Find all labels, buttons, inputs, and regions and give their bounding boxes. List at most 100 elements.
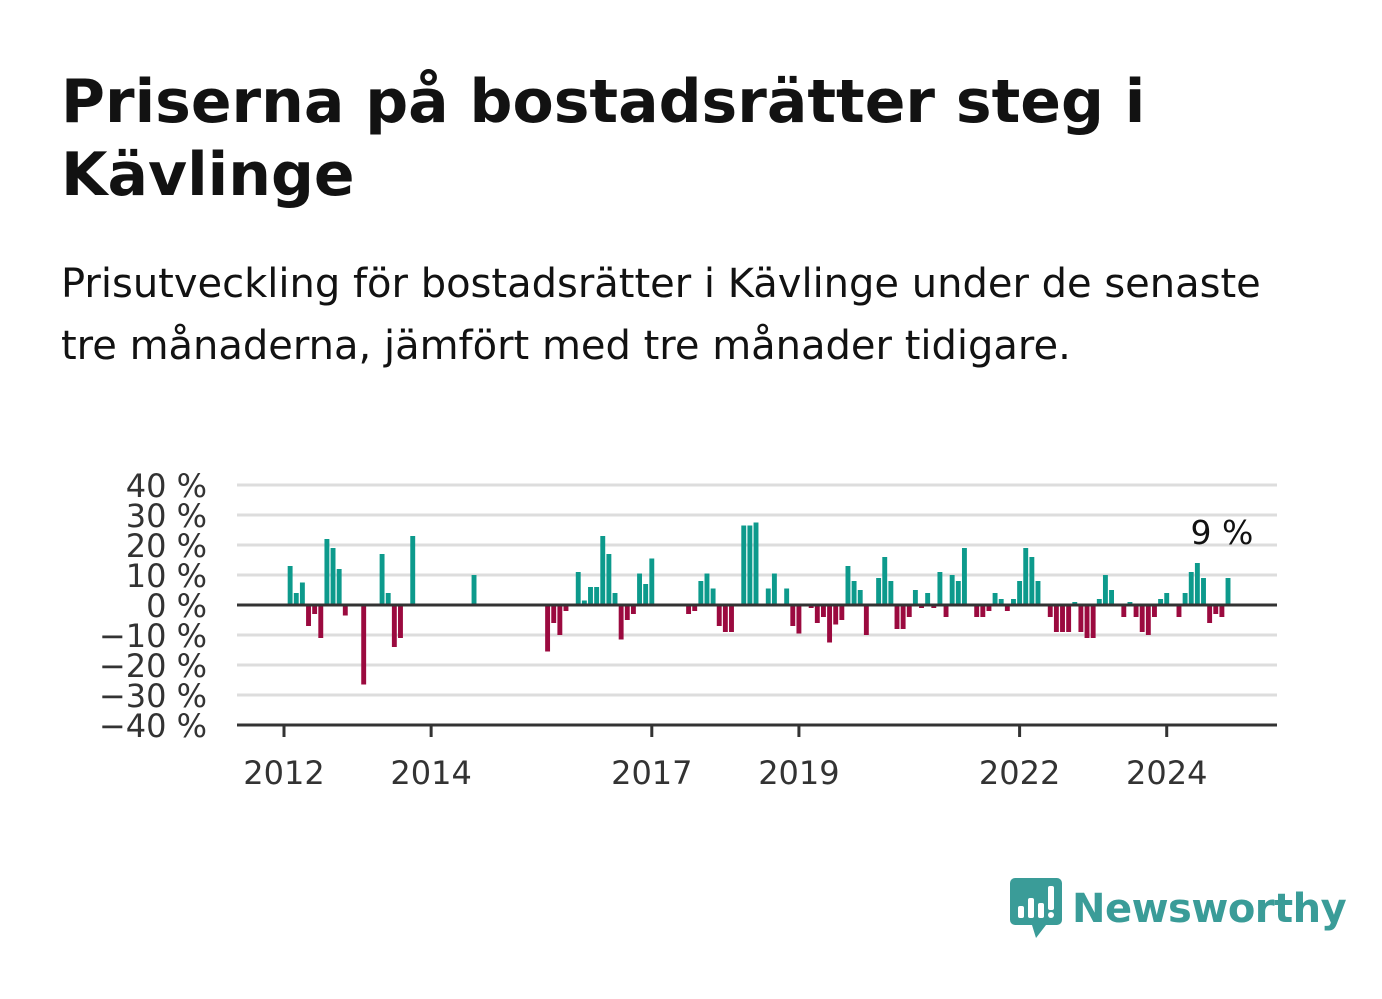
bar bbox=[1176, 605, 1182, 617]
bar bbox=[1207, 605, 1213, 623]
bar bbox=[851, 581, 857, 605]
bar bbox=[845, 566, 851, 605]
bar bbox=[1084, 605, 1090, 638]
bar bbox=[1194, 563, 1200, 605]
bar bbox=[551, 605, 557, 623]
bar bbox=[471, 575, 477, 605]
bar bbox=[1090, 605, 1096, 638]
bar-chart: 40 %30 %20 %10 %0 %−10 %−20 %−30 %−40 % … bbox=[99, 467, 1277, 792]
bar bbox=[998, 599, 1004, 605]
x-tick-label: 2022 bbox=[979, 754, 1060, 792]
bar bbox=[894, 605, 900, 629]
y-tick-label: 30 % bbox=[126, 497, 207, 535]
bar bbox=[1096, 599, 1102, 605]
bar bbox=[594, 587, 600, 605]
bar bbox=[1078, 605, 1084, 632]
bar bbox=[992, 593, 998, 605]
bar bbox=[710, 588, 716, 605]
bar bbox=[1188, 572, 1194, 605]
bar bbox=[1121, 605, 1127, 617]
bar bbox=[612, 593, 618, 605]
bar bbox=[618, 605, 624, 640]
y-tick-label: 0 % bbox=[146, 587, 207, 625]
x-axis-labels: 2012 2014 2017 2019 2022 2024 bbox=[243, 725, 1207, 792]
bar bbox=[1164, 593, 1170, 605]
bar bbox=[1004, 605, 1010, 611]
bar bbox=[1011, 599, 1016, 605]
x-tick-label: 2024 bbox=[1126, 754, 1207, 792]
bar bbox=[961, 548, 967, 605]
bar bbox=[716, 605, 722, 626]
bar bbox=[588, 587, 593, 605]
bar bbox=[925, 593, 931, 605]
bar bbox=[330, 548, 336, 605]
bar bbox=[1053, 605, 1059, 632]
bar bbox=[410, 536, 416, 605]
bar bbox=[820, 605, 826, 617]
bar bbox=[882, 557, 888, 605]
bar bbox=[704, 573, 710, 605]
bar bbox=[1225, 578, 1231, 605]
axes bbox=[237, 603, 1277, 727]
bar bbox=[1035, 581, 1041, 605]
bar bbox=[1109, 590, 1114, 605]
bar bbox=[833, 605, 839, 625]
bar bbox=[649, 558, 655, 605]
chart-subtitle: Prisutveckling för bostadsrätter i Kävli… bbox=[61, 261, 1261, 369]
bar bbox=[686, 605, 692, 614]
bar bbox=[575, 572, 581, 605]
bar bbox=[741, 525, 747, 605]
x-tick-label: 2012 bbox=[243, 754, 324, 792]
bar bbox=[827, 605, 833, 643]
bar bbox=[1029, 557, 1035, 605]
bar bbox=[398, 605, 403, 638]
bar bbox=[974, 605, 980, 617]
bar bbox=[863, 605, 869, 635]
bar bbox=[563, 605, 569, 611]
bar bbox=[888, 581, 894, 605]
bar bbox=[336, 569, 342, 605]
bar bbox=[643, 584, 649, 605]
y-axis-labels: 40 %30 %20 %10 %0 %−10 %−20 %−30 %−40 % bbox=[99, 467, 207, 745]
bar bbox=[698, 581, 704, 605]
bar bbox=[906, 605, 912, 617]
bar bbox=[1213, 605, 1219, 614]
bar bbox=[692, 605, 698, 611]
bar bbox=[324, 539, 330, 605]
bar bbox=[557, 605, 563, 635]
bar bbox=[637, 573, 642, 605]
y-tick-label: 40 % bbox=[126, 467, 207, 505]
bar bbox=[814, 605, 820, 623]
bar bbox=[796, 605, 802, 634]
bar bbox=[839, 605, 845, 620]
bar bbox=[545, 605, 551, 652]
bar bbox=[876, 578, 882, 605]
bar bbox=[361, 605, 367, 685]
bar bbox=[722, 605, 728, 632]
x-tick-label: 2019 bbox=[758, 754, 839, 792]
y-tick-label: −30 % bbox=[99, 677, 207, 715]
bar bbox=[747, 525, 753, 605]
last-value-annotation: 9 % bbox=[1190, 513, 1253, 552]
bar bbox=[1102, 575, 1108, 605]
bar bbox=[980, 605, 986, 617]
bar bbox=[624, 605, 630, 620]
bar bbox=[379, 554, 385, 605]
y-tick-label: −10 % bbox=[99, 617, 207, 655]
bar bbox=[955, 581, 961, 605]
bars bbox=[287, 522, 1231, 685]
bar bbox=[342, 605, 348, 616]
bar bbox=[630, 605, 636, 614]
bar bbox=[784, 588, 790, 605]
newsworthy-logo[interactable]: Newsworthy bbox=[1010, 878, 1347, 940]
bar bbox=[753, 522, 759, 605]
bar bbox=[900, 605, 906, 629]
bar bbox=[312, 605, 318, 614]
bar bbox=[600, 536, 606, 605]
bar bbox=[765, 588, 771, 605]
bar bbox=[771, 573, 777, 605]
bar bbox=[1158, 599, 1164, 605]
bar bbox=[729, 605, 734, 632]
bar bbox=[1182, 593, 1188, 605]
bar bbox=[391, 605, 397, 647]
